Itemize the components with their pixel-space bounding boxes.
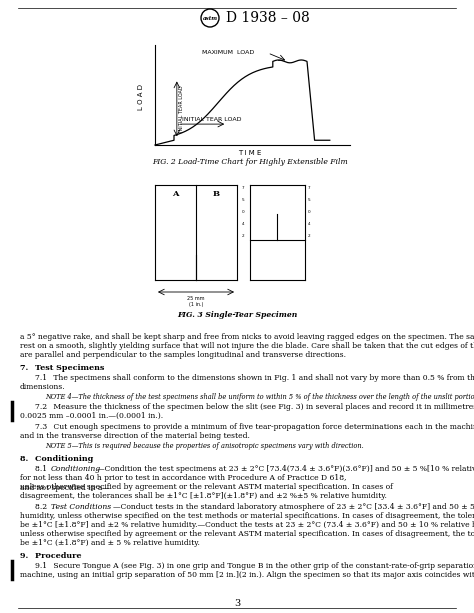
Text: 0: 0 (308, 210, 310, 214)
Text: disagreement, the tolerances shall be ±1°C [±1.8°F](±1.8°F) and ±2 %±5 % relativ: disagreement, the tolerances shall be ±1… (20, 492, 387, 500)
Text: 25 mm
(1 in.): 25 mm (1 in.) (187, 296, 205, 306)
Text: INITIAL TEAR LOAD: INITIAL TEAR LOAD (182, 117, 241, 122)
Text: 5: 5 (241, 198, 244, 202)
Text: L O A D: L O A D (138, 85, 144, 110)
Text: 7: 7 (241, 186, 244, 190)
Text: 3: 3 (234, 598, 240, 607)
Text: unless otherwise specified by agreement or the relevant ASTM material specificat: unless otherwise specified by agreement … (20, 530, 474, 538)
Text: 4: 4 (241, 222, 244, 226)
Text: Test Conditions: Test Conditions (51, 503, 111, 511)
Text: 2: 2 (308, 234, 310, 238)
Text: —Condition the test specimens at 23 ± 2°C [73.4(73.4 ± 3.6°F)(3.6°F)] and 50 ± 5: —Condition the test specimens at 23 ± 2°… (97, 465, 474, 473)
Text: 7.1  The specimens shall conform to the dimensions shown in Fig. 1 and shall not: 7.1 The specimens shall conform to the d… (35, 374, 474, 382)
Text: be ±1°C (±1.8°F) and ± 5 % relative humidity.: be ±1°C (±1.8°F) and ± 5 % relative humi… (20, 539, 200, 547)
Text: machine, using an initial grip separation of 50 mm [2 in.](2 in.). Align the spe: machine, using an initial grip separatio… (20, 571, 474, 579)
Text: be ±1°C [±1.8°F] and ±2 % relative humidity.—Conduct the tests at 23 ± 2°C (73.4: be ±1°C [±1.8°F] and ±2 % relative humid… (20, 521, 474, 529)
Text: FIG. 2 Load-Time Chart for Highly Extensible Film: FIG. 2 Load-Time Chart for Highly Extens… (152, 158, 348, 166)
Text: dimensions.: dimensions. (20, 383, 65, 391)
Text: 8.2: 8.2 (35, 503, 54, 511)
Text: 7.  Test Specimens: 7. Test Specimens (20, 364, 104, 372)
Text: NOTE 5—This is required because the properties of anisotropic specimens vary wit: NOTE 5—This is required because the prop… (45, 442, 364, 450)
Text: INITIAL TEAR LOAD: INITIAL TEAR LOAD (179, 86, 184, 132)
Text: 7.3  Cut enough specimens to provide a minimum of five tear-propagation force de: 7.3 Cut enough specimens to provide a mi… (35, 423, 474, 431)
Text: FIG. 3 Single-Tear Specimen: FIG. 3 Single-Tear Specimen (177, 311, 297, 319)
Text: 0: 0 (241, 210, 244, 214)
Text: MAXIMUM  LOAD: MAXIMUM LOAD (202, 50, 255, 55)
Text: and not specified in a—: and not specified in a— (20, 484, 110, 492)
Text: 0.0025 mm –0.0001 in.—(0.0001 in.).: 0.0025 mm –0.0001 in.—(0.0001 in.). (20, 412, 163, 420)
Text: 9.  Procedure: 9. Procedure (20, 552, 82, 560)
Text: Conditioning: Conditioning (51, 465, 101, 473)
Text: humidity, unless otherwise specified on the test methods or material specificati: humidity, unless otherwise specified on … (20, 512, 474, 520)
Text: and in the transverse direction of the material being tested.: and in the transverse direction of the m… (20, 432, 250, 440)
Text: 8.1: 8.1 (35, 465, 54, 473)
Text: rest on a smooth, slightly yielding surface that will not injure the die blade. : rest on a smooth, slightly yielding surf… (20, 342, 474, 350)
Text: 7.2  Measure the thickness of the specimen below the slit (see Fig. 3) in severa: 7.2 Measure the thickness of the specime… (35, 403, 474, 411)
Text: astm: astm (202, 15, 218, 20)
Text: 2: 2 (241, 234, 244, 238)
Text: 8.  Conditioning: 8. Conditioning (20, 455, 93, 463)
Text: 9.1  Secure Tongue A (see Fig. 3) in one grip and Tongue B in the other grip of : 9.1 Secure Tongue A (see Fig. 3) in one … (35, 562, 474, 570)
Text: —Conduct tests in the standard laboratory atmosphere of 23 ± 2°C [33.4 ± 3.6°F] : —Conduct tests in the standard laborator… (113, 503, 474, 511)
Text: a 5° negative rake, and shall be kept sharp and free from nicks to avoid leaving: a 5° negative rake, and shall be kept sh… (20, 333, 474, 341)
Text: 7: 7 (308, 186, 310, 190)
Text: B: B (213, 190, 220, 198)
Text: D 1938 – 08: D 1938 – 08 (226, 11, 310, 25)
Text: are parallel and perpendicular to the samples longitudinal and transverse direct: are parallel and perpendicular to the sa… (20, 351, 346, 359)
Text: 5: 5 (308, 198, 310, 202)
Text: 4: 4 (308, 222, 310, 226)
Text: A: A (172, 190, 179, 198)
Text: T I M E: T I M E (238, 150, 262, 156)
Text: NOTE 4—The thickness of the test specimens shall be uniform to within 5 % of the: NOTE 4—The thickness of the test specime… (45, 393, 474, 401)
Text: for not less than 40 h prior to test in accordance with Procedure A of Practice : for not less than 40 h prior to test in … (20, 474, 346, 482)
Text: unless otherwise specified by agreement or the relevant ASTM material specificat: unless otherwise specified by agreement … (20, 483, 393, 491)
